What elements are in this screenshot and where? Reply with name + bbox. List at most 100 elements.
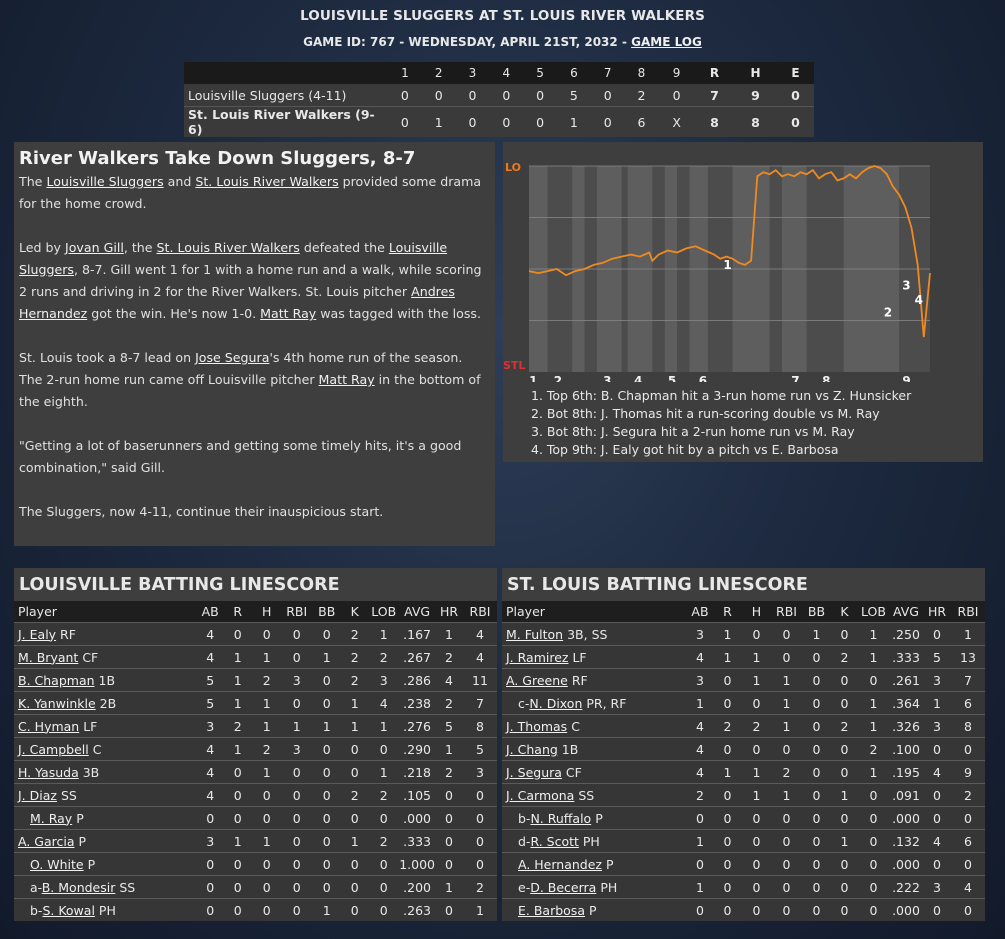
game-log-link[interactable]: GAME LOG	[631, 35, 702, 49]
stat-bb: 1	[312, 714, 342, 738]
stat-avg: .263	[399, 898, 435, 921]
col-header-rbi[interactable]: RBI	[463, 601, 497, 623]
team-link-stlouis[interactable]: St. Louis River Walkers	[156, 240, 300, 255]
batter-cell: O. White P	[14, 852, 198, 876]
stat-h: 1	[252, 760, 282, 784]
stat-avg: .238	[399, 691, 435, 715]
player-link[interactable]: B. Chapman	[18, 672, 95, 688]
col-header-hr[interactable]: HR	[435, 601, 463, 623]
stat-h: 1	[742, 760, 771, 784]
stlouis-batting-title: ST. LOUIS BATTING LINESCORE	[502, 568, 985, 601]
player-link[interactable]: O. White	[30, 856, 84, 872]
col-header-ab[interactable]: AB	[197, 601, 224, 623]
col-header-avg[interactable]: AVG	[889, 601, 923, 623]
stat-lob: 2	[368, 645, 400, 669]
stat-k: 0	[341, 898, 369, 921]
player-link[interactable]: N. Dixon	[529, 695, 583, 711]
col-header-rbi[interactable]: RBI	[771, 601, 802, 623]
col-header-player[interactable]: Player	[502, 601, 687, 623]
player-link[interactable]: A. Garcia	[18, 833, 75, 849]
col-header-h[interactable]: H	[742, 601, 771, 623]
batter-row: J. Chang 1B 4 0 0 0 0 0 2.100 0 0	[502, 737, 985, 761]
stat-h: 0	[252, 875, 282, 899]
player-link[interactable]: K. Yanwinkle	[18, 695, 96, 711]
col-header-rbi[interactable]: RBI	[281, 601, 313, 623]
col-header-bb[interactable]: BB	[312, 601, 342, 623]
player-position: P	[78, 833, 87, 849]
stat-lob: 0	[368, 898, 400, 921]
team-name[interactable]: Louisville Sluggers (4-11)	[188, 87, 347, 103]
stat-avg: .105	[399, 783, 435, 807]
team-link-stlouis[interactable]: St. Louis River Walkers	[195, 174, 339, 189]
player-link[interactable]: H. Yasuda	[18, 764, 79, 780]
player-link[interactable]: R. Scott	[530, 833, 579, 849]
player-link[interactable]: A. Hernandez	[518, 856, 602, 872]
col-header-ab[interactable]: AB	[687, 601, 713, 623]
player-link[interactable]: J. Chang	[506, 741, 558, 757]
stat-ab: 4	[197, 622, 224, 646]
stat-avg: .222	[889, 875, 923, 899]
col-header-rbi[interactable]: RBI	[951, 601, 985, 623]
col-header-lob[interactable]: LOB	[368, 601, 400, 623]
player-link[interactable]: J. Ealy	[18, 626, 57, 642]
stat-rbi: 11	[463, 668, 497, 692]
batter-cell: c-N. Dixon PR, RF	[502, 691, 687, 715]
team-link-louisville[interactable]: Louisville Sluggers	[46, 174, 164, 189]
player-link-ray[interactable]: Matt Ray	[318, 372, 375, 387]
stat-h: 1	[742, 645, 771, 669]
stat-r: 0	[223, 806, 253, 830]
col-header-k[interactable]: K	[341, 601, 369, 623]
col-header-avg[interactable]: AVG	[399, 601, 435, 623]
stat-lob: 1	[858, 760, 889, 784]
inning-score: 0	[502, 114, 511, 130]
batter-row: J. Diaz SS 4 0 0 0 0 2 2.105 0 0	[14, 783, 497, 807]
player-link[interactable]: B. Mondesir	[41, 879, 116, 895]
team-name[interactable]: St. Louis River Walkers (9-6)	[188, 107, 375, 137]
inning-score: 0	[400, 114, 409, 130]
stat-avg: .000	[889, 898, 923, 921]
player-link[interactable]: J. Ramirez	[506, 649, 569, 665]
player-link[interactable]: A. Greene	[506, 672, 568, 688]
stat-ab: 4	[197, 760, 224, 784]
player-link[interactable]: C. Hyman	[18, 718, 80, 734]
stat-avg: .333	[399, 829, 435, 853]
player-link[interactable]: J. Campbell	[18, 741, 89, 757]
player-position: PH	[98, 902, 116, 918]
player-link-segura[interactable]: Jose Segura	[195, 350, 270, 365]
sub-prefix: c-	[518, 695, 530, 711]
louisville-batting-panel: LOUISVILLE BATTING LINESCORE Player AB R H R…	[14, 568, 497, 921]
col-header-k[interactable]: K	[831, 601, 858, 623]
player-link[interactable]: S. Kowal	[42, 902, 95, 918]
player-link[interactable]: M. Ray	[30, 810, 73, 826]
stat-k: 2	[341, 783, 369, 807]
player-link-hernandez[interactable]: Andres Hernandez	[19, 284, 455, 321]
player-link-ray[interactable]: Matt Ray	[260, 306, 317, 321]
col-header-h[interactable]: H	[252, 601, 282, 623]
team-link-louisville[interactable]: Louisville Sluggers	[19, 240, 448, 277]
player-link[interactable]: E. Barbosa	[518, 902, 585, 918]
stat-ab: 0	[687, 806, 713, 830]
col-header-hr[interactable]: HR	[923, 601, 951, 623]
stat-avg: .195	[889, 760, 923, 784]
col-header-r[interactable]: R	[713, 601, 742, 623]
stat-lob: 4	[368, 691, 400, 715]
player-link[interactable]: J. Diaz	[18, 787, 57, 803]
player-link[interactable]: J. Segura	[506, 764, 562, 780]
inning-score: 2	[637, 87, 646, 103]
player-link[interactable]: J. Carmona	[506, 787, 575, 803]
player-link[interactable]: J. Thomas	[506, 718, 568, 734]
player-link-gill[interactable]: Jovan Gill	[65, 240, 124, 255]
player-link[interactable]: D. Becerra	[530, 879, 597, 895]
player-link[interactable]: M. Fulton	[506, 626, 564, 642]
col-header-player[interactable]: Player	[14, 601, 198, 623]
stat-bb: 1	[312, 898, 342, 921]
batter-cell: A. Hernandez P	[502, 852, 687, 876]
col-header-lob[interactable]: LOB	[858, 601, 889, 623]
stat-rbi: 3	[281, 737, 313, 761]
inning-header: 1	[401, 66, 409, 80]
col-header-bb[interactable]: BB	[802, 601, 831, 623]
stat-lob: 1	[368, 760, 400, 784]
player-link[interactable]: N. Ruffalo	[530, 810, 592, 826]
col-header-r[interactable]: R	[223, 601, 253, 623]
player-link[interactable]: M. Bryant	[18, 649, 79, 665]
